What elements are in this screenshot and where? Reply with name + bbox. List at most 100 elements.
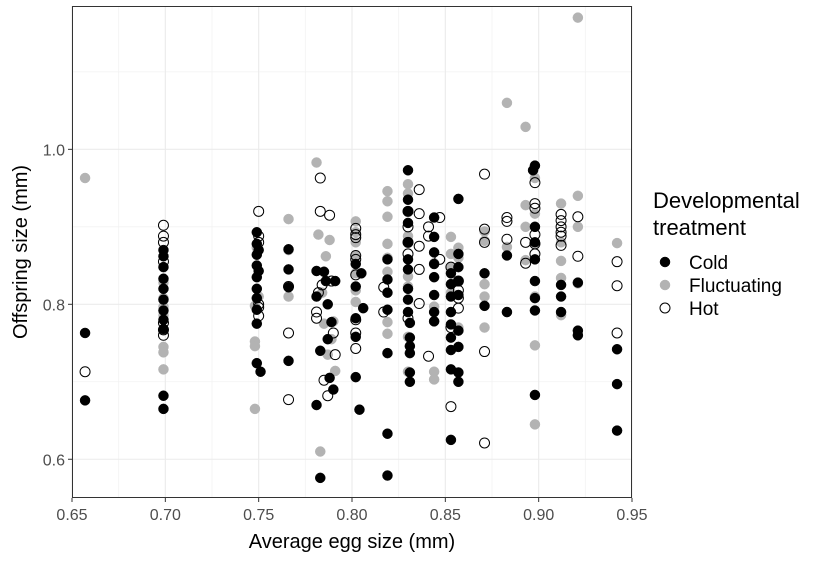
legend-key-cold [659, 256, 671, 268]
data-point-hot [479, 168, 491, 180]
data-point-fluctuating [529, 340, 541, 351]
data-point-fluctuating [324, 234, 335, 246]
data-point-cold [382, 470, 393, 481]
data-point-hot [413, 263, 425, 275]
data-point-fluctuating [158, 364, 169, 375]
data-point-hot [555, 239, 567, 251]
data-point-hot [157, 329, 169, 341]
data-point-hot [413, 184, 425, 196]
data-point-cold [501, 250, 513, 261]
y-tick-label: 0.8 [43, 297, 65, 314]
data-point-cold [611, 343, 623, 355]
data-point-fluctuating [158, 347, 169, 358]
data-point-cold [453, 193, 464, 205]
data-point-hot [402, 236, 414, 248]
data-point-hot [350, 249, 362, 261]
data-point-cold [79, 327, 91, 339]
data-point-cold [253, 265, 264, 277]
data-point-cold [158, 390, 169, 401]
data-point-hot [316, 279, 328, 291]
data-point-hot [157, 230, 169, 242]
data-point-cold [315, 472, 326, 484]
data-point-hot [350, 314, 362, 326]
data-point-cold [329, 275, 341, 287]
data-point-cold [158, 294, 169, 305]
data-point-fluctuating [572, 221, 584, 233]
data-point-fluctuating [479, 291, 490, 302]
data-point-hot [378, 306, 390, 318]
data-point-cold [404, 367, 416, 378]
data-point-hot [555, 221, 567, 233]
y-tick-label: 1.0 [43, 142, 65, 159]
data-point-fluctuating [249, 403, 261, 415]
x-tick-label: 0.80 [336, 507, 367, 524]
data-point-cold [328, 384, 339, 395]
data-point-fluctuating [329, 365, 341, 377]
data-point-cold [479, 300, 490, 312]
data-point-hot [79, 366, 91, 378]
data-point-hot [311, 306, 323, 318]
legend: Developmental treatment ColdFluctuatingH… [653, 188, 800, 320]
data-point-hot [350, 222, 362, 234]
data-point-cold [428, 271, 440, 283]
data-point-cold [555, 279, 567, 291]
data-point-cold [445, 319, 457, 330]
data-point-cold [445, 268, 457, 279]
x-tick-label: 0.85 [430, 507, 461, 524]
data-point-fluctuating [320, 251, 332, 262]
data-point-fluctuating [445, 231, 457, 243]
data-point-cold [354, 404, 365, 415]
data-point-hot [529, 177, 541, 189]
data-point-cold [404, 347, 416, 359]
data-point-cold [445, 434, 457, 446]
data-point-fluctuating [572, 190, 584, 202]
data-point-cold [253, 244, 264, 256]
data-point-cold [311, 399, 322, 411]
x-tick-label: 0.75 [243, 507, 274, 524]
data-point-fluctuating [520, 199, 531, 211]
data-point-fluctuating [572, 12, 584, 23]
data-point-cold [283, 264, 294, 275]
data-point-hot [520, 257, 532, 269]
data-point-hot [501, 215, 513, 227]
data-point-hot [283, 280, 295, 292]
data-point-fluctuating [611, 237, 623, 249]
data-point-fluctuating [555, 255, 567, 267]
data-point-cold [315, 345, 326, 357]
data-point-cold [445, 332, 457, 343]
data-point-cold [382, 287, 393, 298]
data-point-cold [453, 261, 464, 273]
data-point-hot [501, 233, 513, 245]
data-point-cold [382, 304, 393, 315]
data-point-hot [283, 394, 295, 406]
data-point-hot [350, 269, 362, 281]
data-point-hot [423, 230, 435, 242]
data-point-hot [501, 212, 513, 224]
data-point-fluctuating [479, 226, 490, 237]
x-axis: 0.65 0.70 0.75 0.80 0.85 0.90 0.95 [56, 498, 648, 524]
data-point-hot [572, 250, 584, 262]
data-point-fluctuating [79, 172, 91, 184]
data-point-cold [453, 367, 464, 378]
data-point-hot [479, 437, 491, 449]
data-point-hot [378, 281, 390, 293]
data-point-cold [572, 277, 584, 288]
data-point-hot [157, 256, 169, 268]
legend-key-hot [659, 302, 671, 314]
data-point-cold [529, 389, 541, 401]
data-point-hot [350, 327, 362, 339]
data-point-hot [529, 202, 541, 214]
data-point-cold [428, 212, 440, 223]
data-point-cold [404, 376, 416, 388]
data-point-cold [251, 292, 263, 304]
data-point-hot [452, 284, 464, 296]
legend-label-cold: Cold [689, 253, 728, 274]
data-point-cold [428, 289, 440, 301]
data-point-hot [324, 209, 336, 221]
data-point-cold [402, 294, 414, 305]
data-point-hot [413, 240, 425, 252]
data-point-cold [255, 366, 266, 377]
data-point-fluctuating [520, 221, 531, 233]
data-point-cold [382, 254, 393, 265]
